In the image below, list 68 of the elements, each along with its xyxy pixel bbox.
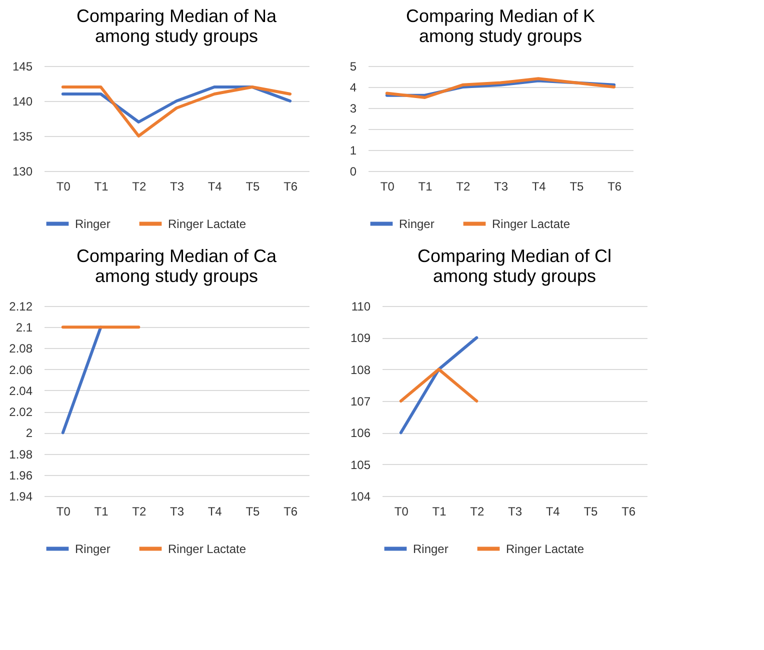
x-tick-label: T2: [456, 180, 470, 194]
x-tick-label: T6: [608, 180, 622, 194]
legend-label: Ringer: [399, 216, 434, 231]
chart-title: Comparing Median of Cl among study groups: [417, 246, 612, 286]
x-tick-label: T2: [470, 504, 484, 518]
x-tick-label: T4: [208, 180, 222, 194]
y-tick-label: 108: [350, 362, 371, 377]
x-tick-label: T4: [532, 180, 546, 194]
x-tick-label: T1: [432, 504, 447, 518]
y-tick-label: 145: [12, 60, 33, 74]
x-tick-label: T6: [284, 504, 298, 518]
chart-title: Comparing Median of Ca among study groups: [76, 246, 278, 286]
x-tick-label: T0: [56, 504, 71, 518]
x-tick-label: T5: [570, 180, 584, 194]
x-tick-label: T0: [394, 504, 409, 518]
chart-title: Comparing Median of K among study groups: [406, 6, 596, 46]
y-tick-label: 2: [26, 426, 33, 440]
y-tick-label: 1.98: [9, 447, 33, 462]
y-tick-label: 1: [350, 144, 357, 158]
y-tick-label: 107: [350, 394, 371, 408]
y-tick-label: 2: [350, 122, 357, 136]
x-tick-label: T5: [246, 504, 260, 518]
y-tick-label: 2.08: [9, 342, 33, 356]
y-tick-label: 2.02: [9, 405, 33, 420]
x-tick-label: T0: [56, 180, 71, 194]
legend-label: Ringer Lactate: [506, 542, 584, 556]
y-tick-label: 130: [12, 164, 33, 178]
x-tick-label: T1: [94, 180, 109, 194]
legend-label: Ringer: [75, 542, 110, 556]
x-tick-label: T6: [622, 504, 636, 518]
y-tick-label: 1.94: [9, 490, 33, 504]
x-tick-label: T1: [418, 180, 433, 194]
legend-label: Ringer Lactate: [168, 216, 246, 231]
x-tick-label: T0: [380, 180, 395, 194]
x-tick-label: T3: [170, 180, 184, 194]
y-tick-label: 140: [12, 94, 33, 108]
legend-label: Ringer: [75, 216, 110, 231]
x-tick-label: T6: [284, 180, 298, 194]
y-tick-label: 135: [12, 130, 33, 144]
y-tick-label: 110: [351, 300, 371, 314]
x-tick-label: T4: [208, 504, 222, 518]
y-tick-label: 1.96: [9, 468, 33, 482]
y-tick-label: 3: [350, 102, 357, 116]
y-tick-label: 5: [350, 60, 357, 74]
y-tick-label: 2.04: [9, 384, 33, 398]
y-tick-label: 105: [350, 458, 371, 472]
legend-label: Ringer Lactate: [168, 542, 246, 556]
y-tick-label: 106: [350, 426, 371, 440]
x-tick-label: T3: [170, 504, 184, 518]
y-tick-label: 109: [350, 331, 371, 346]
line-series: [61, 86, 292, 138]
legend-label: Ringer: [413, 542, 448, 556]
y-tick-label: 2.06: [9, 362, 33, 377]
x-tick-label: T2: [132, 180, 146, 194]
x-tick-label: T4: [546, 504, 560, 518]
legend-label: Ringer Lactate: [492, 216, 570, 231]
x-tick-label: T5: [584, 504, 598, 518]
x-tick-label: T1: [94, 504, 109, 518]
y-tick-label: 2.12: [9, 300, 33, 314]
x-tick-label: T5: [246, 180, 260, 194]
y-tick-label: 4: [350, 80, 357, 94]
x-tick-label: T3: [508, 504, 522, 518]
chart-title: Comparing Median of Na among study groups: [76, 6, 278, 46]
y-tick-label: 0: [350, 164, 357, 178]
y-tick-label: 104: [350, 490, 371, 504]
y-tick-label: 2.1: [16, 320, 33, 335]
x-tick-label: T3: [494, 180, 508, 194]
x-tick-label: T2: [132, 504, 146, 518]
